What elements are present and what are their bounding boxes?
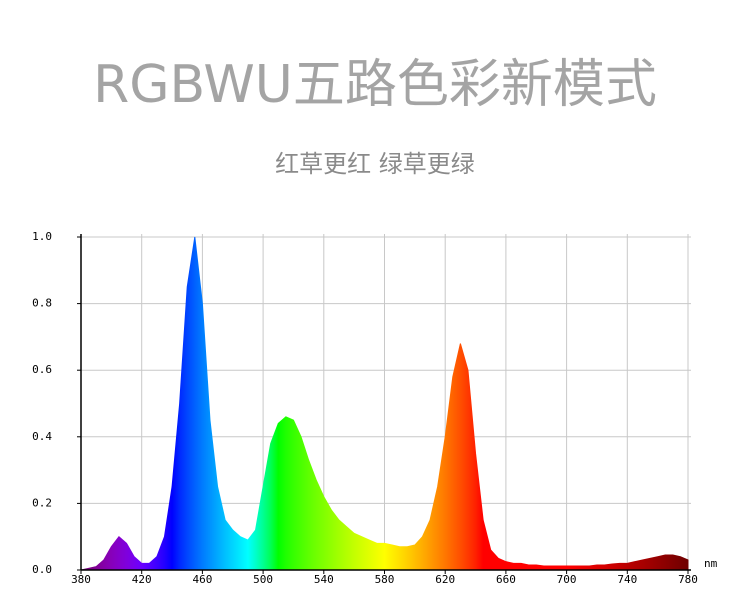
y-tick-label: 0.0	[32, 563, 52, 576]
x-tick-label: 700	[557, 573, 577, 586]
chart-subtitle: 红草更红 绿草更绿	[275, 150, 475, 178]
x-tick-label: 780	[678, 573, 698, 586]
x-tick-label: 620	[435, 573, 455, 586]
y-tick-label: 0.6	[32, 363, 52, 376]
x-tick-label: 500	[253, 573, 273, 586]
y-tick-label: 0.4	[32, 430, 52, 443]
spectrum-area	[80, 236, 689, 571]
y-tick-label: 0.2	[32, 496, 52, 509]
x-tick-label: 580	[375, 573, 395, 586]
y-tick-label: 0.8	[32, 297, 52, 310]
x-tick-label: 660	[496, 573, 516, 586]
chart-title: RGBWU五路色彩新模式	[93, 55, 657, 115]
x-unit: nm	[704, 557, 718, 570]
x-tick-label: 380	[71, 573, 91, 586]
x-tick-label: 740	[617, 573, 637, 586]
y-tick-label: 1.0	[32, 230, 52, 243]
x-tick-label: 420	[132, 573, 152, 586]
x-tick-label: 540	[314, 573, 334, 586]
x-tick-label: 460	[192, 573, 212, 586]
